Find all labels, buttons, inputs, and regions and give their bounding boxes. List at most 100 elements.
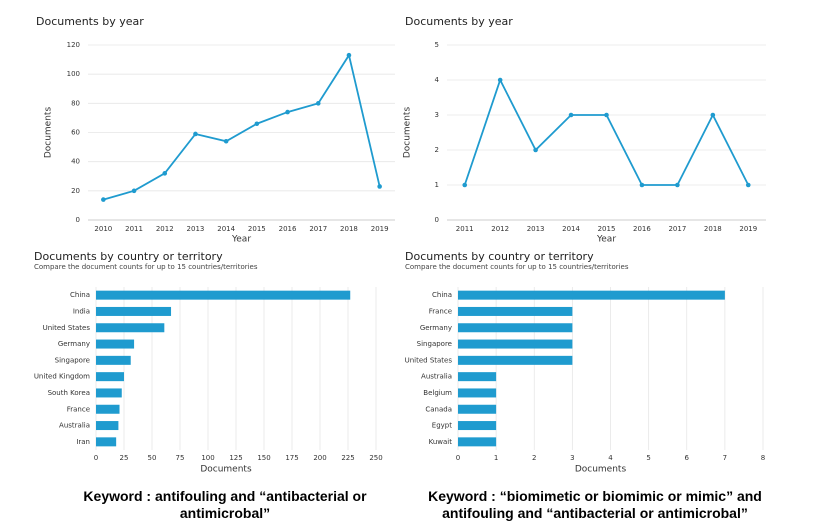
y-tick-label: China	[432, 291, 452, 299]
y-tick-label: Germany	[58, 340, 90, 348]
point	[377, 184, 382, 189]
y-tick-label: 3	[435, 111, 439, 119]
point	[101, 197, 106, 202]
point	[462, 182, 468, 188]
y-tick-label: Australia	[59, 422, 90, 430]
x-tick-label: 1	[494, 454, 498, 462]
caption: Keyword : “biomimetic or biomimic or mim…	[428, 488, 762, 521]
point	[710, 112, 716, 118]
chart-title: Documents by country or territory	[34, 250, 223, 263]
x-tick-label: 2011	[456, 225, 474, 233]
x-axis-label: Documents	[200, 465, 252, 475]
x-axis-label: Year	[231, 235, 251, 245]
y-axis-label: Documents	[44, 107, 54, 159]
y-tick-label: Canada	[425, 405, 452, 413]
x-tick-label: 225	[341, 454, 354, 462]
bar	[458, 355, 573, 365]
y-tick-label: 40	[71, 158, 80, 166]
point	[346, 52, 352, 58]
x-tick-label: 2012	[156, 225, 174, 233]
bar	[96, 421, 119, 431]
x-tick-label: 4	[608, 454, 613, 462]
y-tick-label: Iran	[76, 438, 90, 446]
y-tick-label: Kuwait	[429, 438, 453, 446]
y-tick-label: United States	[43, 324, 91, 332]
x-tick-label: 2019	[739, 225, 757, 233]
bar	[96, 323, 165, 333]
y-tick-label: 100	[67, 70, 80, 78]
point	[639, 182, 645, 188]
point	[497, 77, 503, 83]
point	[745, 182, 751, 188]
y-tick-label: 60	[71, 129, 80, 137]
bar	[96, 437, 117, 447]
x-tick-label: 2010	[94, 225, 112, 233]
y-tick-label: Australia	[421, 373, 452, 381]
x-tick-label: 5	[646, 454, 650, 462]
x-tick-label: 2018	[704, 225, 722, 233]
x-tick-label: 2012	[491, 225, 509, 233]
x-axis-label: Year	[596, 235, 616, 245]
x-tick-label: 2015	[248, 225, 266, 233]
x-tick-label: 2016	[633, 225, 651, 233]
y-tick-label: South Korea	[48, 389, 90, 397]
point	[162, 171, 168, 176]
y-tick-label: 1	[435, 181, 439, 189]
x-tick-label: 2017	[309, 225, 327, 233]
point	[604, 112, 609, 118]
y-tick-label: 20	[71, 187, 80, 195]
x-tick-label: 3	[570, 454, 574, 462]
bar	[96, 306, 172, 316]
y-axis-label: Documents	[403, 107, 413, 159]
bar	[96, 388, 122, 398]
chart-title: Documents by year	[36, 15, 144, 28]
y-tick-label: China	[70, 291, 90, 299]
chart-subtitle: Compare the document counts for up to 15…	[405, 263, 629, 271]
x-tick-label: 175	[285, 454, 298, 462]
x-tick-label: 200	[313, 454, 326, 462]
x-tick-label: 0	[456, 454, 460, 462]
bar	[458, 421, 497, 431]
y-tick-label: France	[429, 307, 452, 315]
point	[533, 147, 538, 153]
x-axis-label: Documents	[575, 465, 627, 475]
bar	[458, 404, 497, 414]
x-tick-label: 150	[257, 454, 270, 462]
y-tick-label: Belgium	[423, 389, 452, 397]
x-tick-label: 2013	[187, 225, 205, 233]
y-tick-label: United Kingdom	[34, 373, 90, 381]
bar	[96, 404, 120, 414]
x-tick-label: 250	[369, 454, 382, 462]
line	[103, 52, 381, 201]
y-tick-label: India	[73, 307, 90, 315]
x-tick-label: 100	[201, 454, 214, 462]
caption: Keyword : antifouling and “antibacterial…	[83, 488, 367, 521]
x-tick-label: 25	[120, 454, 129, 462]
x-tick-label: 75	[176, 454, 185, 462]
y-tick-label: 80	[71, 99, 80, 107]
x-tick-label: 2013	[527, 225, 545, 233]
x-tick-label: 8	[761, 454, 765, 462]
x-tick-label: 6	[685, 454, 690, 462]
bar	[96, 355, 131, 365]
x-tick-label: 2011	[125, 225, 143, 233]
y-tick-label: 2	[435, 146, 439, 154]
y-tick-label: Egypt	[432, 422, 452, 430]
line	[463, 77, 750, 186]
y-tick-label: 120	[67, 41, 80, 49]
point	[675, 182, 680, 188]
x-tick-label: 2018	[340, 225, 358, 233]
bar	[96, 290, 351, 300]
bar	[458, 388, 497, 398]
y-tick-label: 5	[435, 41, 439, 49]
x-tick-label: 0	[94, 454, 98, 462]
point	[193, 131, 198, 137]
y-tick-label: Singapore	[417, 340, 452, 348]
x-tick-label: 125	[229, 454, 242, 462]
point	[254, 121, 260, 127]
point	[131, 188, 137, 194]
x-tick-label: 7	[723, 454, 727, 462]
y-tick-label: 4	[435, 76, 440, 84]
